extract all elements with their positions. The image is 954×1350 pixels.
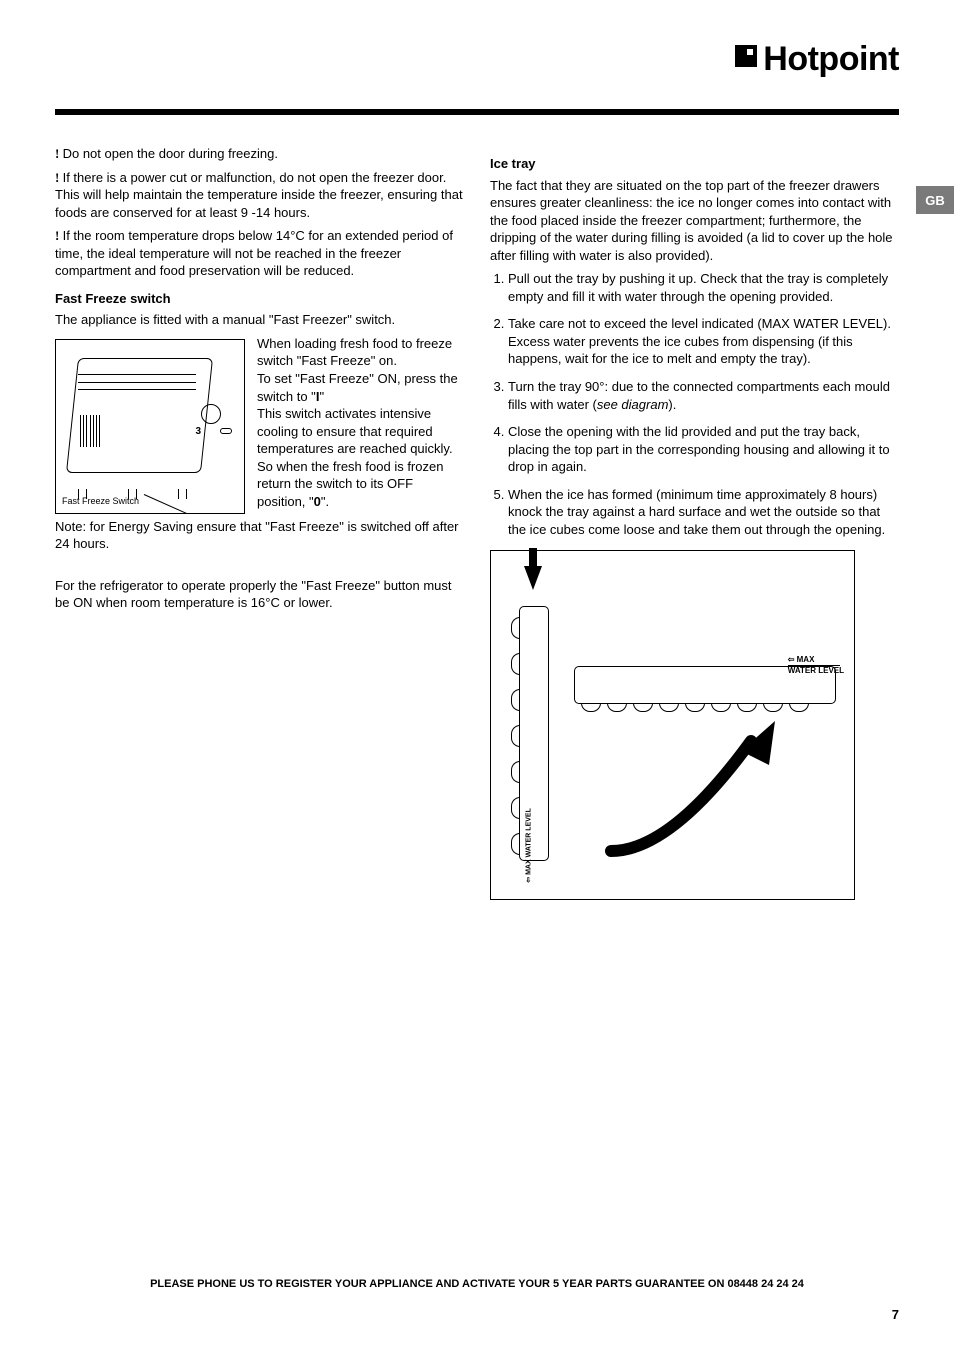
brand-square-icon — [735, 45, 757, 67]
ice-tray-intro: The fact that they are situated on the t… — [490, 177, 899, 265]
left-column: ! Do not open the door during freezing. … — [55, 145, 464, 900]
fast-freeze-diagram: 3 Fast Freeze Switch — [55, 339, 245, 514]
footer-text: PLEASE PHONE US TO REGISTER YOUR APPLIAN… — [55, 1278, 899, 1290]
max-water-label-vertical: ⇦ MAX WATER LEVEL — [524, 808, 533, 883]
fast-freeze-intro: The appliance is fitted with a manual "F… — [55, 311, 464, 329]
brand-text: Hotpoint — [763, 40, 899, 78]
warning-2: ! If there is a power cut or malfunction… — [55, 169, 464, 222]
list-item: Pull out the tray by pushing it up. Chec… — [508, 270, 899, 305]
list-item: Turn the tray 90°: due to the connected … — [508, 378, 899, 413]
right-column: Ice tray The fact that they are situated… — [490, 145, 899, 900]
warning-3: ! If the room temperature drops below 14… — [55, 227, 464, 280]
header-rule — [55, 109, 899, 115]
ice-tray-steps: Pull out the tray by pushing it up. Chec… — [490, 270, 899, 538]
diagram-caption: Fast Freeze Switch — [62, 495, 139, 507]
fast-freeze-note: Note: for Energy Saving ensure that "Fas… — [55, 518, 464, 553]
brand-logo: Hotpoint — [55, 40, 899, 79]
warning-1: ! Do not open the door during freezing. — [55, 145, 464, 163]
list-item: Close the opening with the lid provided … — [508, 423, 899, 476]
ice-tray-diagram: ⇦ MAXWATER LEVEL ⇦ MAX WATER LEVEL — [490, 550, 855, 900]
ice-tray-heading: Ice tray — [490, 155, 899, 173]
list-item: Take care not to exceed the level indica… — [508, 315, 899, 368]
language-tab: GB — [916, 186, 954, 214]
page-number: 7 — [892, 1307, 899, 1322]
max-water-label-horizontal: ⇦ MAXWATER LEVEL — [788, 656, 844, 675]
fast-freeze-heading: Fast Freeze switch — [55, 290, 464, 308]
fast-freeze-para2: For the refrigerator to operate properly… — [55, 577, 464, 612]
list-item: When the ice has formed (minimum time ap… — [508, 486, 899, 539]
